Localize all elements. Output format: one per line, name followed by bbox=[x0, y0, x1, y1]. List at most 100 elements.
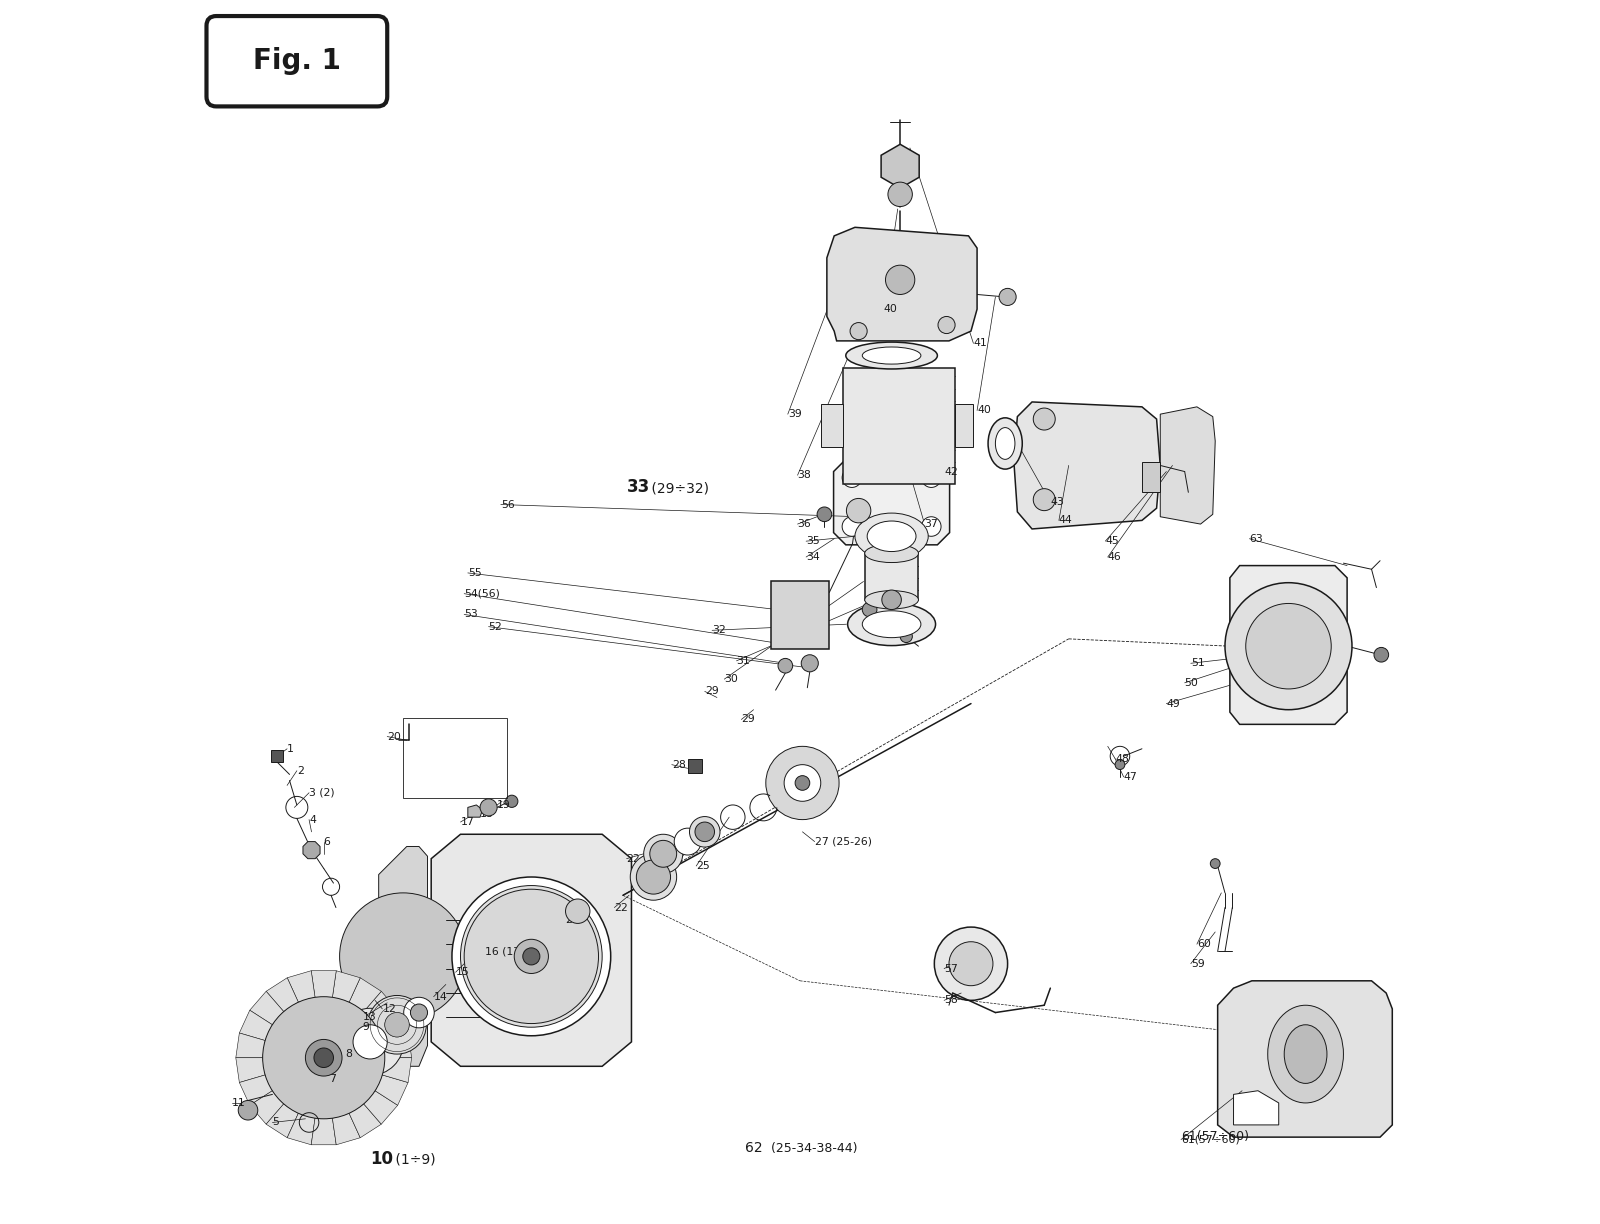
Text: (1÷9): (1÷9) bbox=[390, 1153, 435, 1166]
Polygon shape bbox=[467, 805, 483, 818]
Bar bbox=[403, 718, 507, 798]
Ellipse shape bbox=[1285, 1024, 1326, 1083]
Polygon shape bbox=[349, 978, 381, 1011]
Ellipse shape bbox=[1235, 622, 1342, 671]
Ellipse shape bbox=[846, 343, 938, 368]
Circle shape bbox=[784, 765, 821, 802]
Polygon shape bbox=[240, 1075, 272, 1105]
Circle shape bbox=[888, 182, 912, 207]
Polygon shape bbox=[266, 1104, 298, 1138]
Text: 2: 2 bbox=[298, 766, 304, 776]
Text: 30: 30 bbox=[725, 674, 738, 684]
Text: 4: 4 bbox=[309, 815, 315, 825]
Bar bbox=[955, 404, 973, 447]
Text: 14: 14 bbox=[434, 991, 448, 1001]
Text: 9: 9 bbox=[363, 1022, 370, 1032]
Text: 7: 7 bbox=[328, 1073, 336, 1083]
Text: 36: 36 bbox=[797, 519, 811, 529]
Circle shape bbox=[1226, 583, 1352, 710]
Circle shape bbox=[306, 1039, 342, 1076]
Polygon shape bbox=[302, 842, 320, 859]
Text: 41: 41 bbox=[973, 338, 987, 349]
Circle shape bbox=[998, 289, 1016, 306]
Polygon shape bbox=[1014, 401, 1160, 529]
Text: 19: 19 bbox=[498, 800, 510, 810]
Text: 48: 48 bbox=[1115, 754, 1130, 764]
Circle shape bbox=[1034, 488, 1056, 510]
Circle shape bbox=[802, 655, 818, 672]
Polygon shape bbox=[333, 1114, 360, 1144]
Polygon shape bbox=[250, 1091, 283, 1124]
Ellipse shape bbox=[368, 995, 426, 1054]
Text: 3 (2): 3 (2) bbox=[309, 788, 334, 798]
Polygon shape bbox=[1230, 565, 1347, 725]
Text: 46: 46 bbox=[1107, 552, 1122, 562]
Text: 26: 26 bbox=[787, 788, 802, 798]
Text: 50: 50 bbox=[1184, 678, 1198, 688]
Ellipse shape bbox=[674, 829, 701, 856]
Polygon shape bbox=[266, 978, 298, 1011]
Ellipse shape bbox=[989, 417, 1022, 469]
Text: 15: 15 bbox=[456, 967, 469, 977]
Polygon shape bbox=[363, 1091, 398, 1124]
Bar bbox=[771, 581, 829, 649]
Text: 18: 18 bbox=[480, 809, 494, 819]
Ellipse shape bbox=[643, 835, 683, 874]
Text: 62: 62 bbox=[746, 1141, 763, 1154]
Text: (25-34-38-44): (25-34-38-44) bbox=[763, 1142, 858, 1154]
Ellipse shape bbox=[854, 513, 928, 559]
Text: 22: 22 bbox=[627, 853, 640, 864]
Polygon shape bbox=[882, 144, 918, 188]
Circle shape bbox=[565, 898, 590, 923]
Text: 23: 23 bbox=[648, 885, 661, 896]
Text: 51: 51 bbox=[1190, 659, 1205, 668]
Polygon shape bbox=[834, 459, 949, 545]
Text: 43: 43 bbox=[1050, 497, 1064, 507]
Circle shape bbox=[846, 498, 870, 523]
Polygon shape bbox=[312, 971, 336, 998]
Ellipse shape bbox=[690, 816, 720, 847]
Text: 39: 39 bbox=[787, 409, 802, 419]
Circle shape bbox=[339, 892, 467, 1020]
Text: 40: 40 bbox=[883, 304, 898, 315]
Circle shape bbox=[461, 885, 602, 1027]
Text: 55: 55 bbox=[467, 568, 482, 578]
Circle shape bbox=[885, 266, 915, 295]
Polygon shape bbox=[235, 1033, 266, 1058]
Text: 29: 29 bbox=[741, 715, 755, 725]
Polygon shape bbox=[349, 1104, 381, 1138]
Text: 54(56): 54(56) bbox=[464, 589, 501, 599]
Text: 17: 17 bbox=[461, 818, 474, 827]
Text: 34: 34 bbox=[806, 552, 819, 562]
Polygon shape bbox=[333, 971, 360, 1002]
Text: 28: 28 bbox=[672, 760, 685, 770]
Polygon shape bbox=[374, 1075, 408, 1105]
Circle shape bbox=[480, 799, 498, 816]
Bar bbox=[821, 404, 843, 447]
Text: 60: 60 bbox=[1197, 939, 1211, 949]
Polygon shape bbox=[286, 1114, 315, 1144]
Circle shape bbox=[818, 507, 832, 521]
Text: 56: 56 bbox=[501, 499, 515, 509]
Text: 63: 63 bbox=[1250, 534, 1262, 543]
Polygon shape bbox=[1234, 1091, 1278, 1125]
Ellipse shape bbox=[862, 346, 922, 364]
Polygon shape bbox=[235, 1058, 266, 1082]
Polygon shape bbox=[240, 1010, 272, 1040]
Text: 42: 42 bbox=[944, 466, 958, 476]
Polygon shape bbox=[430, 835, 632, 1066]
Circle shape bbox=[650, 841, 677, 868]
Circle shape bbox=[938, 317, 955, 334]
Text: (29÷32): (29÷32) bbox=[648, 481, 709, 496]
Circle shape bbox=[882, 590, 901, 610]
Text: 45: 45 bbox=[1106, 536, 1118, 546]
Text: 10: 10 bbox=[370, 1151, 394, 1168]
Text: 11: 11 bbox=[232, 1098, 246, 1108]
Circle shape bbox=[862, 602, 877, 617]
Polygon shape bbox=[382, 1058, 411, 1082]
Ellipse shape bbox=[862, 611, 922, 638]
Text: 29: 29 bbox=[704, 687, 718, 696]
Circle shape bbox=[842, 517, 862, 536]
Circle shape bbox=[1374, 647, 1389, 662]
Text: 16 (17÷19): 16 (17÷19) bbox=[485, 946, 547, 956]
